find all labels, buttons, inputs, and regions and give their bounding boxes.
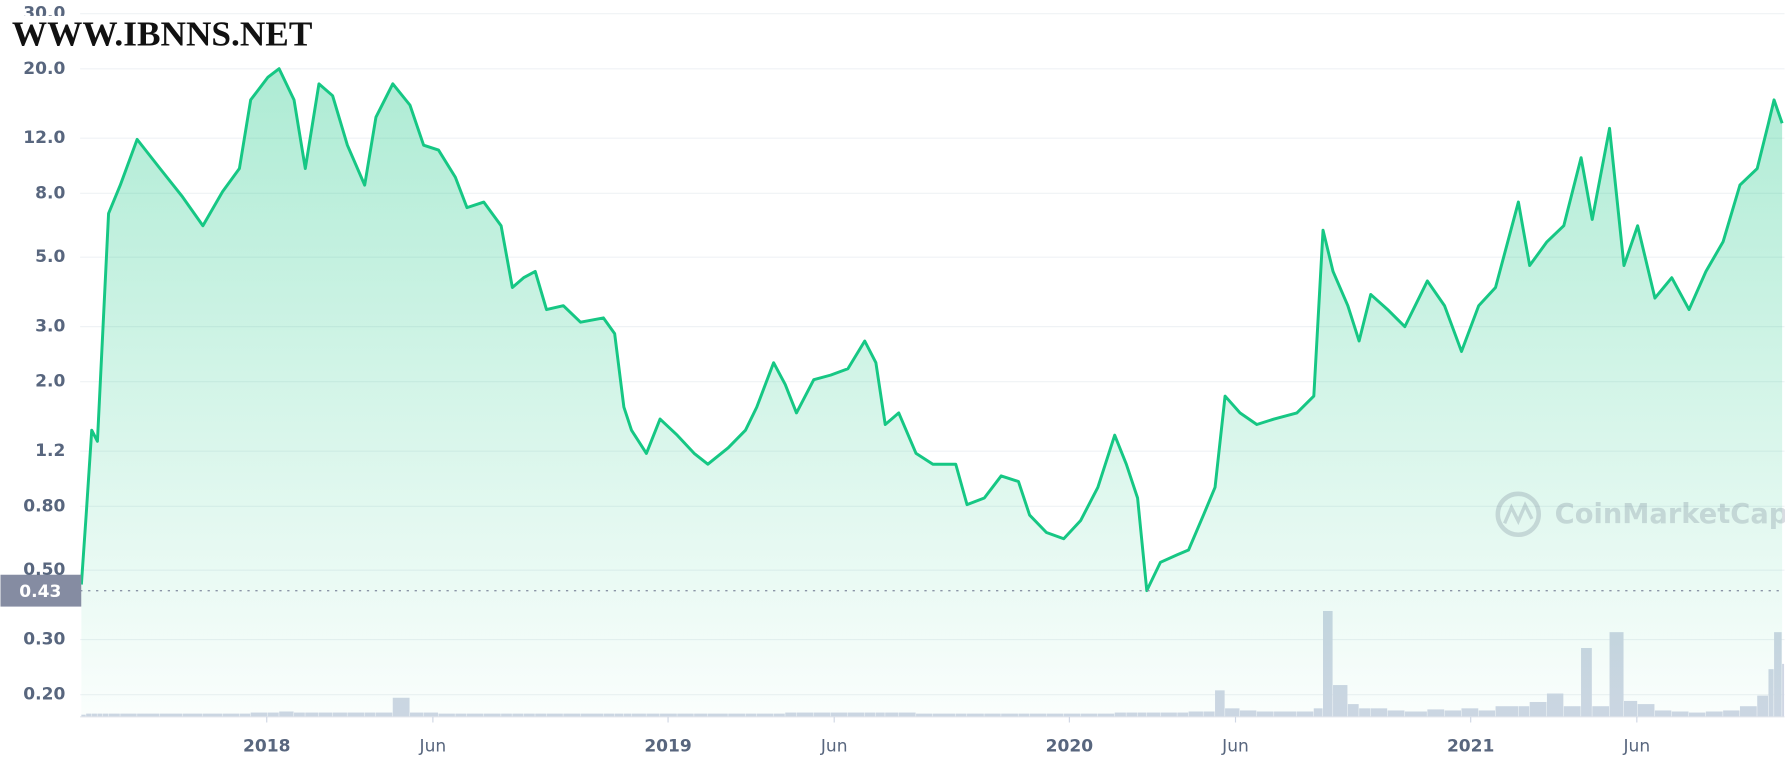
y-tick-label: 20.0: [23, 59, 65, 79]
x-tick-label: 2021: [1447, 736, 1494, 756]
y-tick-label: 0.80: [23, 496, 65, 516]
y-tick-label: 8.0: [35, 183, 65, 203]
brand-logo-mark: [1503, 501, 1534, 526]
x-tick-label: 2020: [1046, 736, 1094, 756]
y-tick-label: 0.50: [23, 560, 65, 580]
y-tick-label: 2.0: [35, 372, 65, 392]
x-tick-label: Jun: [419, 736, 447, 756]
y-tick-label: 0.30: [23, 630, 65, 650]
y-tick-label: 0.20: [23, 685, 65, 705]
reference-label: 0.43: [19, 582, 61, 602]
site-watermark-bg: [7, 15, 345, 57]
y-tick-label: 12.0: [23, 128, 65, 148]
brand-watermark: CoinMarketCap: [1495, 491, 1785, 538]
x-tick-label: 2019: [644, 736, 691, 756]
x-tick-label: Jun: [1623, 736, 1651, 756]
price-line: [79, 67, 1784, 593]
x-tick-label: 2018: [243, 736, 290, 756]
price: [79, 67, 1784, 717]
brand-text: CoinMarketCap: [1555, 499, 1785, 530]
site-watermark: WWW.IBNNS.NET: [12, 15, 313, 54]
reference: 0.43: [0, 574, 1785, 607]
volume-bar: [1782, 663, 1785, 717]
reference-label-bg: [0, 574, 82, 607]
y-tick-label: 1.2: [35, 441, 65, 461]
price-area: [81, 68, 1783, 717]
labels: 0.200.300.500.801.22.03.05.08.012.020.03…: [23, 4, 1650, 757]
x-tick-label: Jun: [1221, 736, 1249, 756]
y-tick-label: 3.0: [35, 317, 65, 337]
y-tick-label: 5.0: [35, 247, 65, 267]
x-tick-label: Jun: [820, 736, 848, 756]
brand-logo: [1495, 491, 1542, 538]
